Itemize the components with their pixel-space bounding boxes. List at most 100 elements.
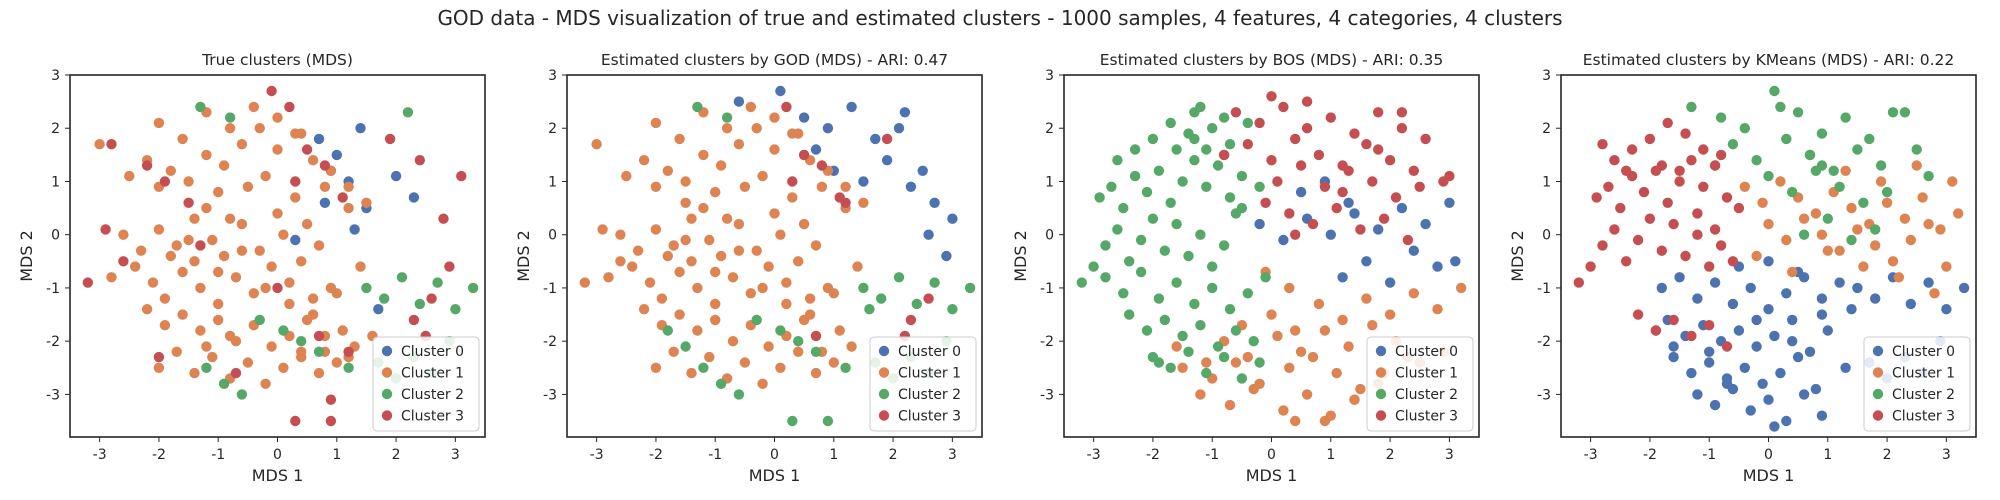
data-point: [698, 202, 709, 214]
data-point: [1597, 139, 1608, 150]
data-point: [248, 288, 259, 299]
data-point: [715, 250, 727, 262]
y-tick-label: 2: [51, 121, 60, 137]
data-point: [207, 234, 218, 246]
data-point: [793, 128, 804, 139]
data-point: [1242, 351, 1254, 363]
data-point: [165, 250, 176, 262]
data-point: [1218, 149, 1230, 161]
legend-label: Cluster 1: [401, 366, 464, 382]
data-point: [1816, 229, 1828, 240]
data-point: [1373, 107, 1384, 118]
y-tick-label: 1: [1542, 174, 1551, 190]
y-tick-label: 2: [1045, 121, 1054, 137]
data-point: [1266, 155, 1277, 166]
data-point: [1893, 272, 1905, 283]
data-point: [1284, 362, 1295, 373]
data-point: [1870, 224, 1881, 235]
data-point: [290, 192, 301, 203]
data-point: [307, 293, 319, 304]
x-axis-label: MDS 1: [1743, 466, 1795, 485]
data-point: [1242, 288, 1254, 299]
data-point: [260, 378, 271, 389]
data-point: [858, 176, 869, 187]
data-point: [710, 314, 721, 326]
y-tick-label: -3: [1040, 387, 1054, 403]
x-tick-label: -1: [1205, 447, 1219, 463]
data-point: [1781, 288, 1792, 299]
data-point: [947, 213, 958, 224]
y-tick-label: 3: [548, 68, 557, 84]
legend-label: Cluster 2: [898, 387, 961, 403]
legend-marker: [878, 367, 890, 378]
data-point: [230, 367, 242, 379]
legend: Cluster 0 Cluster 1 Cluster 2 Cluster 3: [1863, 336, 1971, 432]
data-point: [218, 160, 230, 171]
x-axis-label: MDS 1: [1246, 466, 1298, 485]
data-point: [1325, 229, 1337, 240]
data-point: [290, 234, 301, 246]
data-point: [1686, 330, 1697, 342]
data-point: [153, 224, 165, 235]
data-point: [1692, 229, 1703, 240]
legend-marker: [381, 367, 393, 378]
series-3: [1218, 91, 1455, 246]
data-point: [1834, 245, 1845, 256]
data-point: [775, 85, 786, 97]
x-tick-label: 2: [1883, 447, 1892, 463]
data-point: [177, 309, 188, 320]
y-tick-label: 1: [548, 174, 557, 190]
data-point: [195, 101, 206, 113]
y-tick-label: -3: [543, 387, 557, 403]
data-point: [727, 336, 739, 347]
data-point: [1343, 197, 1354, 208]
data-point: [343, 181, 354, 192]
data-point: [1254, 218, 1265, 230]
data-point: [467, 282, 479, 294]
data-point: [94, 139, 105, 150]
data-point: [650, 224, 662, 235]
data-point: [769, 112, 780, 123]
data-point: [236, 245, 248, 256]
data-point: [1650, 325, 1662, 336]
data-point: [1135, 234, 1147, 246]
data-point: [1704, 357, 1715, 368]
series-3: [781, 101, 934, 342]
y-tick-label: -1: [46, 281, 60, 297]
data-point: [1739, 123, 1751, 134]
data-point: [343, 346, 354, 357]
data-point: [1189, 155, 1200, 166]
panel-title: Estimated clusters by GOD (MDS) - ARI: 0…: [601, 51, 948, 69]
data-point: [159, 320, 171, 331]
data-point: [644, 277, 656, 288]
x-tick-label: 3: [1445, 447, 1454, 463]
data-point: [698, 362, 709, 373]
data-point: [319, 160, 331, 171]
data-point: [1816, 293, 1828, 304]
data-point: [1118, 202, 1129, 214]
legend-label: Cluster 2: [1892, 387, 1955, 403]
x-tick-label: -1: [708, 447, 722, 463]
data-point: [1088, 261, 1099, 272]
data-point: [1094, 192, 1105, 203]
legend-label: Cluster 1: [1395, 366, 1458, 382]
data-point: [1804, 346, 1816, 357]
data-point: [1781, 415, 1792, 427]
data-point: [189, 256, 200, 267]
data-point: [1668, 314, 1679, 326]
data-point: [650, 117, 662, 129]
data-point: [1325, 112, 1337, 123]
data-point: [668, 346, 679, 357]
data-point: [781, 277, 792, 288]
data-point: [307, 155, 319, 166]
data-point: [213, 186, 224, 198]
data-point: [1787, 266, 1798, 278]
data-point: [798, 112, 810, 123]
data-point: [1840, 165, 1851, 176]
data-point: [313, 367, 325, 379]
data-point: [1408, 245, 1420, 256]
data-point: [218, 250, 230, 262]
data-point: [899, 107, 911, 118]
data-point: [130, 261, 141, 272]
data-point: [1402, 234, 1414, 246]
